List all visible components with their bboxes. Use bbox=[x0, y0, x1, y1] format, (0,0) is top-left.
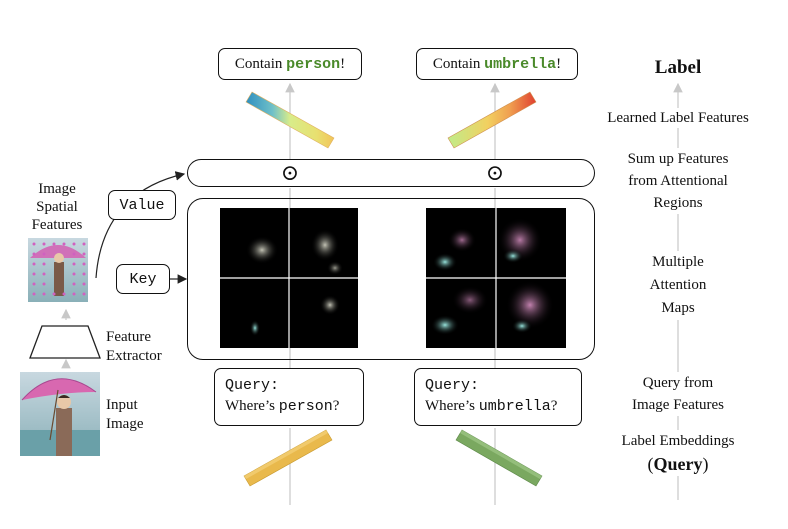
label-box-umbrella: Contain umbrella! bbox=[416, 48, 578, 80]
label-line: Image Features bbox=[631, 397, 725, 413]
label-line: Maps bbox=[661, 300, 695, 316]
label-line: Feature bbox=[106, 329, 151, 345]
label-line: Regions bbox=[653, 195, 703, 211]
query-bold-line: (Query) bbox=[588, 452, 768, 476]
query-head: Query: bbox=[225, 377, 280, 394]
query-box-person: Query: Where’s person? bbox=[214, 368, 364, 426]
label-suffix: ! bbox=[556, 56, 562, 72]
query-pre: Where’s bbox=[225, 398, 279, 414]
multiple-attention-maps-label: Multiple Attention Maps bbox=[618, 251, 738, 320]
attention-maps-container bbox=[187, 198, 595, 360]
label-suffix: ! bbox=[340, 56, 346, 72]
query-text: Where’s umbrella? bbox=[425, 396, 571, 417]
query-text: Where’s person? bbox=[225, 396, 353, 417]
label-prefix: Contain bbox=[432, 56, 485, 72]
label-line: from Attentional bbox=[628, 173, 728, 189]
image-spatial-features-thumbnail bbox=[28, 238, 88, 302]
input-image-thumbnail bbox=[20, 372, 100, 456]
attention-maps-person bbox=[220, 208, 358, 348]
key-box: Key bbox=[116, 264, 170, 294]
label-line: Multiple bbox=[652, 254, 704, 270]
label-word: umbrella bbox=[484, 56, 557, 73]
query-post: ? bbox=[332, 398, 340, 414]
label-line: Image bbox=[106, 416, 144, 432]
feature-extractor-shape bbox=[29, 325, 101, 359]
query-word: person bbox=[278, 398, 333, 415]
query-word: umbrella bbox=[478, 398, 551, 415]
odot-symbol-umbrella: ⊙ bbox=[485, 160, 505, 185]
query-from-image-features-label: Query from Image Features bbox=[598, 372, 758, 416]
value-box: Value bbox=[108, 190, 176, 220]
label-line: Input bbox=[106, 397, 138, 413]
query-box-umbrella: Query: Where’s umbrella? bbox=[414, 368, 582, 426]
image-spatial-features-label: Image Spatial Features bbox=[22, 180, 92, 234]
input-image-label: Input Image bbox=[106, 396, 143, 434]
label-line: Features bbox=[31, 217, 83, 233]
sum-up-features-label: Sum up Features from Attentional Regions bbox=[598, 148, 758, 214]
paren-open: ( bbox=[647, 454, 654, 474]
learned-label-feature-umbrella bbox=[447, 91, 537, 149]
label-line: Label Embeddings bbox=[621, 433, 735, 449]
feature-extractor-label: Feature Extractor bbox=[106, 328, 162, 366]
label-line: Image bbox=[38, 181, 76, 197]
query-post: ? bbox=[550, 398, 558, 414]
label-word: person bbox=[286, 56, 341, 73]
attention-maps-umbrella bbox=[426, 208, 566, 348]
label-title: Label bbox=[618, 56, 738, 80]
label-embeddings-label: Label Embeddings (Query) bbox=[588, 430, 768, 476]
label-line: Attention bbox=[649, 277, 707, 293]
query-pre: Where’s bbox=[425, 398, 479, 414]
query-head: Query: bbox=[425, 377, 480, 394]
label-box-person: Contain person! bbox=[218, 48, 362, 80]
sum-up-bar bbox=[187, 159, 595, 187]
learned-label-feature-person bbox=[245, 91, 335, 149]
paren-close: ) bbox=[702, 454, 709, 474]
learned-label-features-label: Learned Label Features bbox=[578, 108, 778, 128]
label-prefix: Contain bbox=[234, 56, 287, 72]
label-line: Extractor bbox=[106, 348, 162, 364]
query-embedding-person bbox=[243, 429, 333, 487]
query-embedding-umbrella bbox=[455, 429, 543, 487]
query-bold: Query bbox=[653, 454, 703, 474]
label-line: Sum up Features bbox=[627, 151, 729, 167]
label-line: Query from bbox=[642, 375, 714, 391]
label-line: Spatial bbox=[36, 199, 78, 215]
odot-symbol-person: ⊙ bbox=[280, 160, 300, 185]
